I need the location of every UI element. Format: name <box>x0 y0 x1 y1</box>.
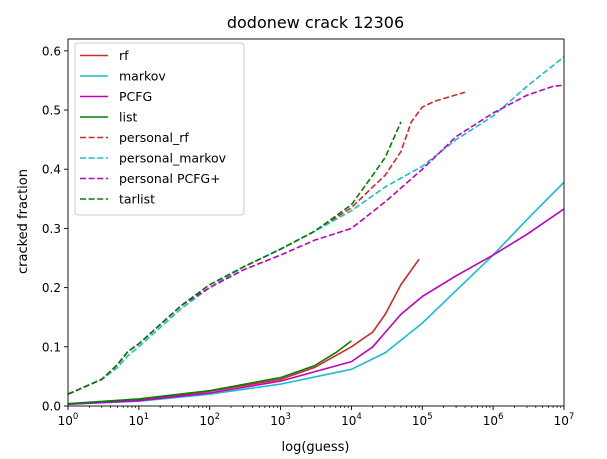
series-group <box>68 56 564 406</box>
x-tick-label: 100 <box>58 412 79 428</box>
x-tick-label-base: 10 <box>58 414 73 428</box>
x-tick-label-exponent: 1 <box>144 412 149 422</box>
y-tick-label: 0.3 <box>42 222 61 236</box>
series-line-list <box>68 340 352 405</box>
legend-label: personal_markov <box>119 151 227 166</box>
legend-label: personal PCFG+ <box>119 171 221 186</box>
series-line-markov <box>68 181 564 406</box>
series-line-pcfg <box>68 208 564 406</box>
series-line-tarlist <box>68 121 402 395</box>
legend-label: personal_rf <box>119 130 189 145</box>
y-tick-label: 0.6 <box>42 44 61 58</box>
x-tick-label: 104 <box>341 412 362 428</box>
legend-label: rf <box>119 48 129 63</box>
x-tick-label-base: 10 <box>270 414 285 428</box>
series-line-rf <box>68 258 420 406</box>
x-tick-label-base: 10 <box>554 414 569 428</box>
x-tick-label: 105 <box>412 412 433 428</box>
x-tick-label-base: 10 <box>483 414 498 428</box>
x-tick-label-exponent: 3 <box>286 412 291 422</box>
legend-label: list <box>119 110 137 125</box>
chart-title: dodonew crack 12306 <box>227 13 404 32</box>
legend-label: tarlist <box>119 192 155 207</box>
x-tick-label-exponent: 5 <box>427 412 432 422</box>
x-tick-label: 107 <box>554 412 575 428</box>
legend-label: PCFG <box>119 89 152 104</box>
y-tick-label: 0.5 <box>42 104 61 118</box>
y-tick-label: 0.2 <box>42 281 61 295</box>
x-tick-label-base: 10 <box>199 414 214 428</box>
axes-frame <box>67 38 565 407</box>
legend-box <box>74 42 245 216</box>
y-tick-label: 0.4 <box>42 163 61 177</box>
x-tick-label-base: 10 <box>129 414 144 428</box>
x-tick-label-exponent: 7 <box>569 412 574 422</box>
x-tick-label-base: 10 <box>412 414 427 428</box>
y-tick-label: 0.0 <box>42 400 61 414</box>
x-tick-label-exponent: 2 <box>215 412 220 422</box>
x-tick-label: 106 <box>483 412 504 428</box>
legend-label: markov <box>119 69 166 84</box>
y-tick-label: 0.1 <box>42 340 61 354</box>
plot-area: 100 101 102 103 104 105 106 1070.00.10.20.30.40… <box>42 38 575 428</box>
y-axis-label: cracked fraction <box>16 169 31 274</box>
x-tick-label-exponent: 6 <box>498 412 503 422</box>
legend: rf markov PCFG list personal_rf personal_mark… <box>74 42 245 216</box>
x-tick-label: 102 <box>199 412 220 428</box>
x-tick-label-exponent: 4 <box>356 412 361 422</box>
x-tick-label: 101 <box>129 412 150 428</box>
x-tick-label: 103 <box>270 412 291 428</box>
x-tick-label-exponent: 0 <box>73 412 78 422</box>
x-axis-label: log(guess) <box>282 440 350 455</box>
x-tick-label-base: 10 <box>341 414 356 428</box>
